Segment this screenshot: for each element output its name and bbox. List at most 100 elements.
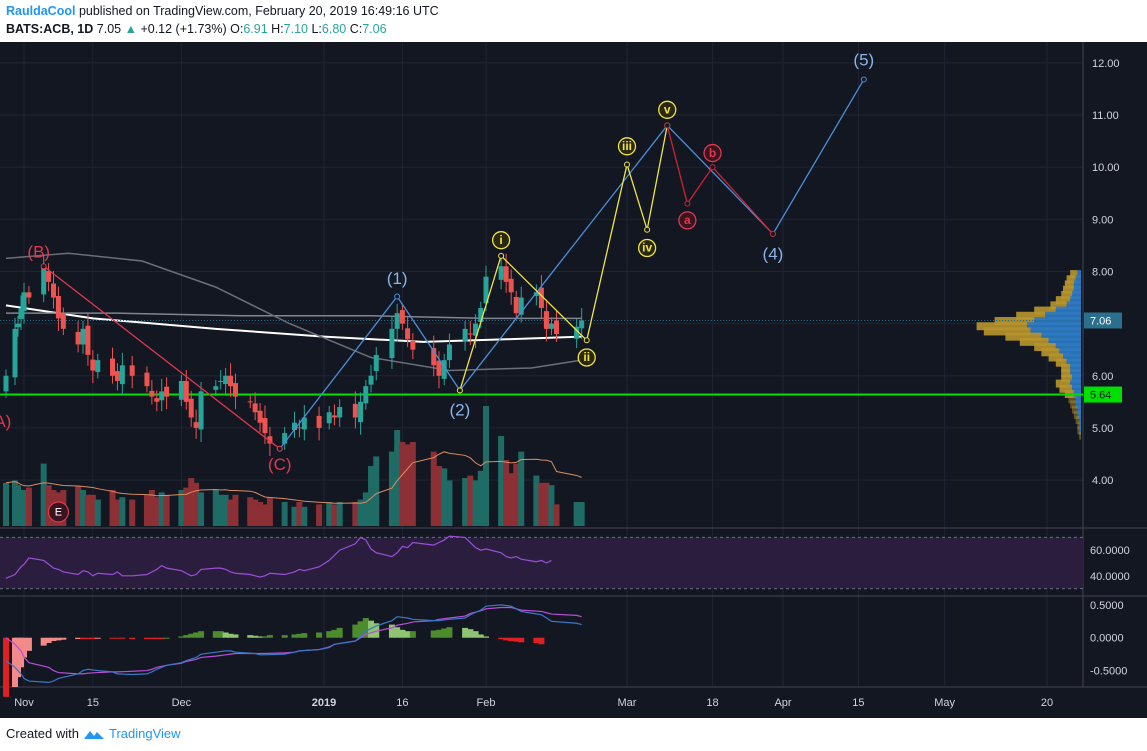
wave-line-primary <box>279 79 865 450</box>
wave-label: (5) <box>853 50 874 69</box>
profile-bar-down <box>1050 301 1067 310</box>
rsi-tick-label: 60.0000 <box>1090 545 1130 557</box>
wave-line-abc <box>666 125 774 235</box>
volume-bar <box>538 482 545 526</box>
tradingview-brand[interactable]: TradingView <box>108 726 181 741</box>
profile-bar-up <box>1075 275 1081 284</box>
candle-body <box>446 344 452 361</box>
high-label: H: <box>271 22 284 36</box>
candle-body <box>358 401 364 423</box>
macd-hist-bar <box>217 631 224 638</box>
candle-body <box>533 292 539 296</box>
up-arrow-icon: ▲ <box>124 22 137 36</box>
profile-bar-down <box>1068 395 1076 404</box>
last-price: 7.05 <box>96 22 122 36</box>
wave-pivot <box>860 76 867 83</box>
wave-pivot <box>664 122 671 129</box>
candle-body <box>18 307 24 319</box>
volume-bar <box>84 494 91 526</box>
author-name[interactable]: RauldaCool <box>6 4 76 18</box>
time-tick-label: 16 <box>396 697 408 709</box>
profile-bar-up <box>1027 322 1081 331</box>
time-tick-label: May <box>934 697 955 709</box>
candle-body <box>110 358 116 376</box>
profile-bar-up <box>1079 426 1081 435</box>
macd-hist-bar <box>331 629 338 638</box>
profile-bar-down <box>1077 421 1080 430</box>
macd-hist-bar <box>80 637 87 640</box>
volume-bar <box>498 436 505 526</box>
profile-bar-up <box>1077 270 1081 279</box>
volume-bar <box>222 494 229 526</box>
volume-bar <box>508 473 515 526</box>
macd-hist-bar <box>399 629 406 638</box>
macd-hist-bar <box>114 637 121 639</box>
volume-bar <box>261 504 268 526</box>
volume-bar <box>227 499 234 526</box>
macd-hist-bar <box>21 637 27 658</box>
volume-bar <box>193 482 200 526</box>
candle-body <box>154 398 160 402</box>
wave-pivot <box>709 164 716 171</box>
macd-tick-label: -0.5000 <box>1090 666 1127 678</box>
volume-bar <box>25 487 32 526</box>
volume-profile <box>976 270 1081 440</box>
volume-bar <box>301 506 308 526</box>
profile-bar-down <box>1005 332 1042 341</box>
time-tick-label: 2019 <box>312 697 336 709</box>
chart-background <box>0 42 1147 718</box>
profile-bar-down <box>1072 405 1078 414</box>
candle-body <box>193 422 199 428</box>
volume-bar <box>483 406 489 526</box>
profile-bar-up <box>1055 343 1081 352</box>
time-tick-label: 20 <box>1041 697 1053 709</box>
candle-body <box>51 283 57 298</box>
profile-bar-up <box>1075 400 1081 409</box>
volume-bar <box>430 451 437 526</box>
macd-hist-bar <box>119 637 126 639</box>
wave-label: (1) <box>387 269 408 288</box>
profile-bar-up <box>1077 405 1081 414</box>
price-tick-label: 10.00 <box>1092 162 1120 174</box>
volume-bar <box>143 494 150 526</box>
candle-body <box>498 266 504 280</box>
profile-bar-up <box>1079 416 1081 425</box>
profile-bar-down <box>1016 311 1045 320</box>
macd-hist-bar <box>362 618 369 638</box>
macd-hist-bar <box>153 637 160 640</box>
macd-hist-bar <box>40 637 47 646</box>
macd-hist-bar <box>158 637 165 640</box>
volume-bar <box>533 475 540 526</box>
macd-hist-bar <box>538 637 545 645</box>
volume-bar <box>441 468 448 526</box>
candle-body <box>331 415 337 418</box>
created-with-text: Created with <box>6 726 79 741</box>
volume-bar <box>578 502 585 526</box>
time-tick-label: 15 <box>852 697 864 709</box>
macd-hist-bar <box>291 634 298 638</box>
symbol-label: BATS:ACB, 1D <box>6 22 94 36</box>
wave-label: (A) <box>0 412 11 431</box>
chart-canvas[interactable]: (A)(B)(C)(1)(2)(4)(5)iiiiiiivvabE4.005.0… <box>0 42 1147 718</box>
profile-bar-up <box>1070 369 1081 378</box>
macd-hist-bar <box>266 635 273 638</box>
candle-body <box>467 333 473 335</box>
open-label: O: <box>230 22 244 36</box>
macd-hist-bar <box>247 635 254 638</box>
macd-hist-bar <box>232 634 239 638</box>
close-value: 7.06 <box>362 22 387 36</box>
wave-circle-label <box>491 231 511 250</box>
volume-bar <box>178 490 185 526</box>
wave-circle-label <box>658 100 677 119</box>
wave-label: (C) <box>268 455 292 474</box>
candle-body <box>188 398 194 418</box>
candle-body <box>410 340 416 350</box>
macd-hist-bar <box>296 633 303 638</box>
volume-bar <box>158 492 165 526</box>
macd-hist-bar <box>441 628 448 638</box>
candle-body <box>579 320 585 329</box>
earnings-marker-label: E <box>55 506 62 518</box>
wave-circle-label <box>678 211 697 230</box>
profile-bar-down <box>994 317 1035 326</box>
profile-bar-down <box>1075 416 1080 425</box>
